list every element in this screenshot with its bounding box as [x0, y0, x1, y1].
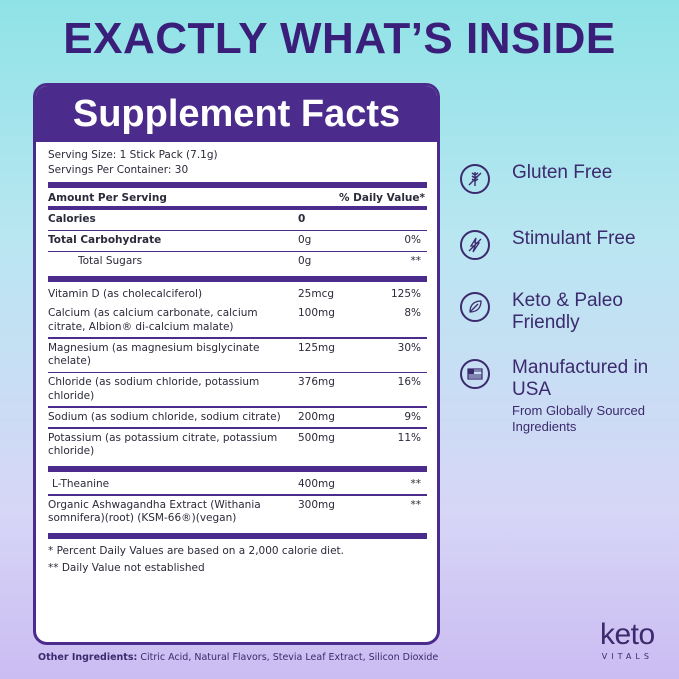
- row-amount: 376mg: [298, 376, 335, 388]
- header-dv: % Daily Value*: [339, 192, 425, 204]
- other-ingredients-label: Other Ingredients:: [38, 652, 138, 663]
- row-amount: 125mg: [298, 341, 335, 354]
- logo-sub: VITALS: [601, 652, 653, 661]
- feature-label: Manufactured in USA: [512, 357, 649, 400]
- brand-logo: keto VITALS: [600, 618, 655, 662]
- divider: [48, 182, 427, 188]
- row-name: Total Carbohydrate: [48, 234, 162, 246]
- footnote: * Percent Daily Values are based on a 2,…: [48, 544, 344, 557]
- feature-stimulant-free: Stimulant Free: [460, 228, 636, 260]
- row-amount: 300mg: [298, 498, 335, 511]
- row-dv: 11%: [397, 431, 421, 444]
- table-row: Vitamin D (as cholecalciferol) 25mcg 125…: [48, 285, 427, 305]
- header-amount: Amount Per Serving: [48, 192, 167, 204]
- table-row: Potassium (as potassium citrate, potassi…: [48, 429, 427, 462]
- headline: EXACTLY WHAT’S INSIDE: [63, 14, 616, 63]
- row-amount: 0g: [298, 234, 312, 246]
- divider: [48, 465, 427, 472]
- row-dv: 30%: [397, 341, 421, 354]
- footnote: ** Daily Value not established: [48, 561, 205, 574]
- row-name: Vitamin D (as cholecalciferol): [48, 287, 203, 300]
- row-amount: 500mg: [298, 431, 335, 444]
- divider: [48, 337, 427, 339]
- table-row: Total Sugars 0g **: [48, 252, 427, 272]
- table-row: Calories 0: [48, 210, 427, 230]
- row-name: Total Sugars: [78, 255, 143, 267]
- lightning-icon: [460, 230, 490, 260]
- row-amount: 100mg: [298, 307, 335, 319]
- row-name: Sodium (as sodium chloride, sodium citra…: [48, 410, 281, 423]
- feature-label: Stimulant Free: [512, 228, 636, 249]
- row-dv: 16%: [397, 376, 421, 388]
- divider: [48, 275, 427, 282]
- panel-title: Supplement Facts: [36, 86, 437, 142]
- table-row: Calcium (as calcium carbonate, calcium c…: [48, 304, 427, 337]
- row-dv: **: [410, 498, 422, 511]
- feature-label: Keto & Paleo Friendly: [512, 290, 623, 333]
- feature-label: Gluten Free: [512, 162, 613, 183]
- row-dv: **: [410, 255, 422, 267]
- flag-icon: [460, 359, 490, 389]
- feature-made-in-usa: Manufactured in USA From Globally Source…: [460, 357, 662, 435]
- divider: [48, 206, 427, 210]
- supplement-facts-panel: Supplement Facts Serving Size: 1 Stick P…: [33, 83, 440, 645]
- table-row: Magnesium (as magnesium bisglycinate che…: [48, 339, 427, 372]
- divider: [48, 406, 427, 408]
- row-amount: 0: [298, 213, 306, 225]
- divider: [48, 532, 427, 539]
- row-amount: 400mg: [298, 477, 335, 490]
- feature-gluten-free: Gluten Free: [460, 162, 612, 194]
- divider: [48, 229, 427, 231]
- other-ingredients-text: Citric Acid, Natural Flavors, Stevia Lea…: [137, 652, 439, 663]
- wheat-icon: [460, 164, 490, 194]
- row-dv: 0%: [404, 234, 421, 246]
- row-name: Chloride (as sodium chloride, potassium …: [48, 376, 260, 402]
- table-row: Sodium (as sodium chloride, sodium citra…: [48, 408, 427, 428]
- row-name: Calcium (as calcium carbonate, calcium c…: [48, 307, 258, 333]
- row-name: Magnesium (as magnesium bisglycinate che…: [48, 341, 260, 368]
- row-dv: 8%: [404, 307, 421, 319]
- row-amount: 25mcg: [298, 287, 335, 300]
- table-row: L-Theanine 400mg **: [48, 475, 427, 495]
- table-row: Chloride (as sodium chloride, potassium …: [48, 373, 427, 406]
- row-dv: **: [410, 477, 422, 490]
- divider: [48, 250, 427, 252]
- leaf-icon: [460, 292, 490, 322]
- feature-keto-paleo: Keto & Paleo Friendly: [460, 290, 652, 334]
- row-name: Calories: [48, 213, 96, 225]
- table-row: Total Carbohydrate 0g 0%: [48, 231, 427, 251]
- other-ingredients: Other Ingredients: Citric Acid, Natural …: [38, 652, 438, 663]
- table-header: Amount Per Serving % Daily Value*: [48, 191, 427, 206]
- row-dv: 125%: [390, 287, 421, 300]
- divider: [48, 427, 427, 429]
- row-name: Potassium (as potassium citrate, potassi…: [48, 431, 278, 458]
- row-dv: 9%: [404, 410, 421, 423]
- logo-word: keto: [600, 618, 655, 651]
- row-name: L-Theanine: [52, 477, 110, 490]
- row-amount: 200mg: [298, 410, 335, 423]
- divider: [48, 371, 427, 373]
- table-row: Organic Ashwagandha Extract (Withania so…: [48, 496, 427, 529]
- row-name: Organic Ashwagandha Extract (Withania so…: [48, 498, 261, 525]
- servings-per-container: Servings Per Container: 30: [48, 164, 189, 176]
- feature-sublabel: From Globally Sourced Ingredients: [512, 403, 645, 434]
- row-amount: 0g: [298, 255, 312, 267]
- serving-size: Serving Size: 1 Stick Pack (7.1g): [48, 149, 218, 161]
- divider: [48, 494, 427, 496]
